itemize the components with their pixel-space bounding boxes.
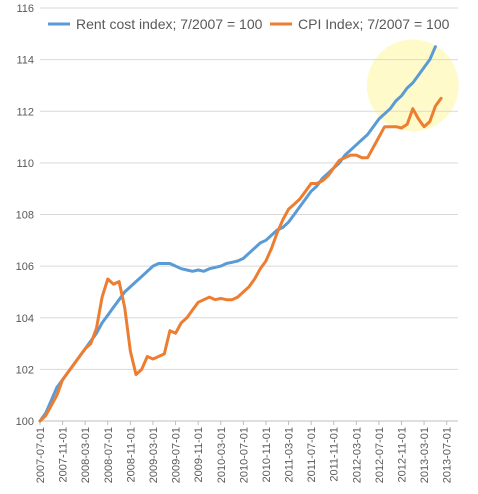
y-tick-label: 106 <box>16 261 34 273</box>
y-tick-label: 108 <box>16 210 34 222</box>
x-tick-label: 2007-11-01 <box>58 427 70 482</box>
y-tick-label: 100 <box>16 416 34 428</box>
x-tick-label: 2011-11-01 <box>329 427 341 482</box>
y-tick-label: 104 <box>16 313 34 325</box>
x-tick-label: 2011-03-01 <box>284 427 296 482</box>
x-tick-label: 2008-11-01 <box>125 427 137 482</box>
y-tick-label: 114 <box>16 55 34 67</box>
legend-label: CPI Index; 7/2007 = 100 <box>298 16 450 32</box>
x-tick-label: 2008-07-01 <box>103 427 115 483</box>
x-tick-label: 2012-03-01 <box>351 427 363 483</box>
series-lines <box>38 45 443 423</box>
x-tick-label: 2008-03-01 <box>80 427 92 483</box>
x-tick-label: 2012-07-01 <box>374 427 386 483</box>
series-line-cpi <box>38 96 443 423</box>
y-tick-label: 112 <box>16 106 34 118</box>
x-tick-label: 2013-03-01 <box>419 427 431 483</box>
legend: Rent cost index; 7/2007 = 100 CPI Index; … <box>48 16 450 32</box>
x-tick-label: 2009-07-01 <box>171 427 183 483</box>
y-tick-label: 116 <box>16 3 34 15</box>
series-line-rent <box>38 45 437 423</box>
y-tick-label: 102 <box>16 364 34 376</box>
axes: 100 102 104 106 108 110 112 114 116 2007-07-01 200… <box>16 3 458 483</box>
x-tick-label: 2007-07-01 <box>35 427 47 483</box>
x-tick-label: 2011-07-01 <box>306 427 318 482</box>
x-tick-label: 2009-03-01 <box>148 427 160 483</box>
x-tick-label: 2010-07-01 <box>238 427 250 483</box>
legend-label: Rent cost index; 7/2007 = 100 <box>76 16 263 32</box>
x-tick-label: 2010-03-01 <box>216 427 228 483</box>
x-tick-label: 2012-11-01 <box>397 427 409 482</box>
x-tick-label: 2009-11-01 <box>193 427 205 482</box>
x-tick-label: 2013-07-01 <box>442 427 454 483</box>
x-tick-label: 2010-11-01 <box>261 427 273 482</box>
y-tick-label: 110 <box>16 158 34 170</box>
